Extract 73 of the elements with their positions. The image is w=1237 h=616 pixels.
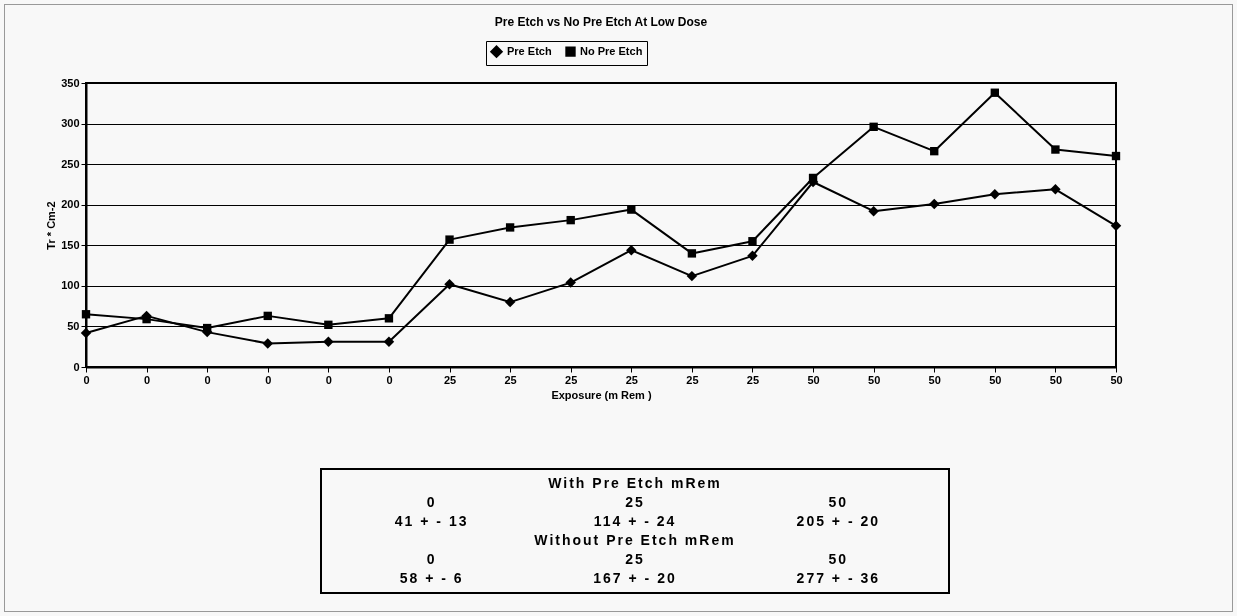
text: 25 bbox=[624, 493, 646, 512]
x-tick-label: 50 bbox=[807, 373, 820, 386]
text: 0 bbox=[425, 493, 438, 512]
chart-title: Pre Etch vs No Pre Etch At Low Dose bbox=[494, 14, 708, 29]
point bbox=[930, 146, 939, 156]
y-tick-label: 50 bbox=[67, 319, 80, 332]
x-tick-label: 50 bbox=[989, 373, 1002, 386]
point bbox=[1051, 145, 1060, 154]
point bbox=[928, 198, 940, 210]
point bbox=[989, 188, 1001, 200]
point bbox=[445, 235, 454, 244]
x-tick-label: 25 bbox=[625, 373, 638, 386]
point bbox=[323, 336, 334, 348]
x-tick-label: 50 bbox=[1110, 373, 1123, 386]
point bbox=[1111, 151, 1121, 161]
point bbox=[869, 122, 878, 131]
point bbox=[868, 205, 879, 217]
y-tick-label: 350 bbox=[61, 76, 80, 89]
text: 0 bbox=[425, 550, 438, 569]
point bbox=[687, 249, 697, 258]
x-tick-label: 25 bbox=[443, 373, 457, 386]
text: Without Pre Etch mRem bbox=[533, 531, 737, 550]
y-axis-title: Tr * Cm-2 bbox=[45, 201, 58, 250]
y-tick-label: 300 bbox=[61, 117, 80, 130]
x-tick-label: 25 bbox=[504, 373, 517, 386]
y-tick-label: 200 bbox=[61, 198, 80, 211]
x-tick-label: 25 bbox=[565, 373, 578, 386]
x-tick-label: 0 bbox=[265, 373, 272, 386]
point bbox=[324, 320, 333, 329]
legend-label: No Pre Etch bbox=[580, 44, 643, 57]
x-tick-label: 0 bbox=[386, 373, 393, 386]
point bbox=[444, 278, 455, 290]
y-tick-label: 100 bbox=[61, 279, 80, 292]
point bbox=[262, 338, 274, 349]
text: 50 bbox=[827, 550, 850, 569]
point bbox=[80, 327, 92, 339]
point bbox=[1050, 184, 1061, 195]
y-tick-label: 0 bbox=[73, 360, 80, 373]
x-tick-label: 0 bbox=[83, 373, 90, 386]
x-tick-label: 0 bbox=[325, 373, 332, 386]
legend-label: Pre Etch bbox=[507, 44, 552, 57]
x-tick-label: 0 bbox=[204, 373, 211, 386]
point bbox=[504, 296, 516, 308]
x-tick-label: 25 bbox=[746, 373, 760, 386]
point bbox=[747, 250, 758, 262]
x-tick-label: 25 bbox=[686, 373, 699, 386]
x-tick-label: 50 bbox=[868, 373, 881, 386]
point bbox=[627, 205, 636, 214]
text: 167 + - 20 bbox=[592, 569, 678, 588]
x-tick-label: 0 bbox=[144, 373, 151, 386]
x-tick-label: 50 bbox=[928, 373, 941, 386]
text: With Pre Etch mRem bbox=[547, 474, 723, 493]
text: 205 + - 20 bbox=[795, 512, 882, 531]
text: 50 bbox=[827, 493, 850, 512]
x-axis-title: Exposure (m Rem ) bbox=[551, 388, 652, 401]
point bbox=[565, 277, 576, 288]
text: 25 bbox=[624, 550, 646, 569]
point bbox=[686, 270, 698, 282]
point bbox=[263, 311, 272, 321]
point bbox=[505, 223, 515, 232]
text: 277 + - 36 bbox=[795, 569, 882, 588]
text: 41 + - 13 bbox=[393, 512, 470, 531]
y-tick-label: 150 bbox=[61, 238, 80, 251]
point bbox=[566, 215, 575, 225]
text: 114 + - 24 bbox=[592, 512, 678, 531]
point bbox=[384, 314, 394, 323]
point bbox=[383, 336, 395, 348]
point bbox=[748, 237, 757, 246]
x-tick-label: 50 bbox=[1049, 373, 1063, 386]
y-tick-label: 250 bbox=[61, 157, 80, 170]
point bbox=[81, 310, 91, 319]
point bbox=[990, 88, 1000, 97]
text: 58 + - 6 bbox=[398, 569, 465, 588]
